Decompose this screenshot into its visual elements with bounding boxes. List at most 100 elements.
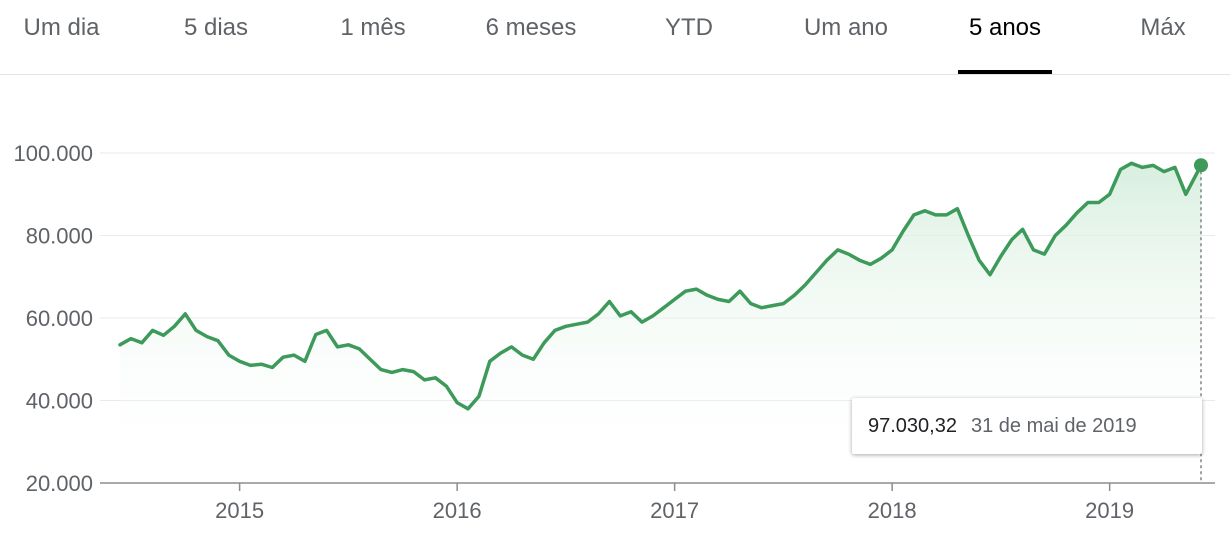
tab-4[interactable]: YTD (655, 0, 723, 74)
data-point (968, 235, 969, 236)
data-point (609, 301, 610, 302)
data-point (565, 326, 566, 327)
data-point (957, 208, 958, 209)
tab-1[interactable]: 5 dias (170, 0, 262, 74)
y-tick-label: 80.000 (26, 224, 93, 249)
data-point (685, 291, 686, 292)
tab-3[interactable]: 6 meses (475, 0, 587, 74)
tab-5[interactable]: Um ano (795, 0, 897, 74)
tab-label: 5 dias (183, 14, 249, 41)
tab-7[interactable]: Máx (1130, 0, 1196, 74)
data-point (924, 210, 925, 211)
data-point (652, 315, 653, 316)
x-tick-label: 2019 (1085, 498, 1134, 523)
data-point (739, 291, 740, 292)
y-tick-label: 20.000 (26, 471, 93, 496)
data-point (935, 214, 936, 215)
data-point (500, 353, 501, 354)
y-tick-label: 60.000 (26, 306, 93, 331)
data-point (163, 335, 164, 336)
last-point-marker (1194, 158, 1208, 173)
data-point (174, 326, 175, 327)
data-point (294, 355, 295, 356)
x-tick-label: 2016 (433, 498, 482, 523)
data-point (1131, 163, 1132, 164)
data-point (674, 299, 675, 300)
data-point (805, 285, 806, 286)
data-point (837, 249, 838, 250)
x-tick-label: 2015 (215, 498, 264, 523)
active-tab-underline (958, 70, 1052, 74)
data-point (1055, 235, 1056, 236)
data-point (1185, 194, 1186, 195)
data-point (1011, 239, 1012, 240)
data-point (283, 357, 284, 358)
series-line (118, 161, 1203, 411)
tab-label: Um ano (803, 14, 889, 41)
data-point (381, 369, 382, 370)
tab-6[interactable]: 5 anos (958, 0, 1052, 74)
data-point (1098, 202, 1099, 203)
data-point (424, 379, 425, 380)
data-point (511, 346, 512, 347)
data-point (337, 346, 338, 347)
data-point (642, 322, 643, 323)
data-point (892, 249, 893, 250)
data-point (1087, 202, 1088, 203)
data-point (979, 260, 980, 261)
tab-label: 5 anos (968, 14, 1042, 41)
tab-label: YTD (665, 14, 713, 41)
tab-2[interactable]: 1 mês (330, 0, 416, 74)
y-tick-label: 100.000 (13, 141, 93, 166)
data-point (794, 295, 795, 296)
data-point (848, 254, 849, 255)
data-point (435, 377, 436, 378)
data-point (631, 311, 632, 312)
data-point (663, 307, 664, 308)
data-point (359, 348, 360, 349)
period-tab-bar: Um dia 5 dias 1 mês 6 meses YTD Um ano 5 anos M… (0, 0, 1230, 75)
data-point (239, 361, 240, 362)
data-point (1066, 225, 1067, 226)
x-tick-label: 2017 (650, 498, 699, 523)
data-point (761, 307, 762, 308)
data-point (217, 340, 218, 341)
data-point (903, 231, 904, 232)
data-point (522, 355, 523, 356)
data-point (348, 344, 349, 345)
data-point (1077, 212, 1078, 213)
data-point (750, 303, 751, 304)
data-point (446, 386, 447, 387)
data-point (1109, 194, 1110, 195)
data-point (1000, 256, 1001, 257)
data-point (141, 342, 142, 343)
tooltip-value: 97.030,32 (868, 414, 957, 437)
data-point (913, 214, 914, 215)
data-point (402, 369, 403, 370)
data-point (391, 372, 392, 373)
data-point (130, 338, 131, 339)
data-point (772, 305, 773, 306)
price-chart: 20.000 40.000 60.000 80.000 100.000 2015 2016 2… (13, 141, 1215, 523)
tab-0[interactable]: Um dia (20, 0, 103, 74)
data-point (881, 258, 882, 259)
value-tooltip: 97.030,32 31 de mai de 2019 (852, 398, 1202, 454)
data-point (1142, 167, 1143, 168)
data-point (315, 334, 316, 335)
data-point (207, 336, 208, 337)
tooltip-date: 31 de mai de 2019 (970, 414, 1137, 437)
y-tick-label: 40.000 (26, 389, 93, 414)
data-point (707, 295, 708, 296)
data-point (1153, 165, 1154, 166)
data-point (816, 272, 817, 273)
data-point (489, 361, 490, 362)
data-point (555, 330, 556, 331)
data-point (1164, 171, 1165, 172)
data-point (870, 264, 871, 265)
data-point (990, 274, 991, 275)
data-point (1044, 254, 1045, 255)
tab-label: 1 mês (340, 14, 406, 41)
data-point (457, 402, 458, 403)
data-point (272, 367, 273, 368)
data-point (859, 260, 860, 261)
